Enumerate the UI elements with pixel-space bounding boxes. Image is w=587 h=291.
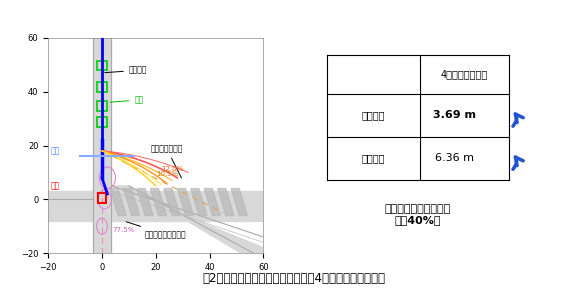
Text: 12.0%: 12.0% [161,166,184,172]
Polygon shape [150,189,167,215]
Bar [48,191,264,221]
Polygon shape [164,189,180,215]
Polygon shape [110,189,126,215]
Text: 77.5%: 77.5% [113,227,135,233]
Polygon shape [177,189,194,215]
Text: 予測軌跡と誤差分布: 予測軌跡と誤差分布 [126,222,187,239]
Polygon shape [137,189,153,215]
Text: 4秒後の予測誤差: 4秒後の予測誤差 [441,70,488,79]
Polygon shape [231,189,247,215]
Bar [93,38,112,253]
Text: 10.5%: 10.5% [156,171,178,177]
Text: 真値: 真値 [51,147,60,156]
Bar [98,193,106,203]
Text: 単純な予測と比較して
誤差40%減: 単純な予測と比較して 誤差40%減 [384,204,451,225]
Polygon shape [191,189,207,215]
Polygon shape [218,189,234,215]
Bar [97,101,107,111]
Bar [97,82,107,92]
Text: 等速運動: 等速運動 [362,153,386,164]
Bar [97,117,107,127]
Text: 3.69 m: 3.69 m [433,110,475,120]
Text: 開発技術: 開発技術 [362,110,386,120]
Text: 車線形状: 車線形状 [104,66,147,75]
Text: 他車: 他車 [110,95,144,104]
Text: 車線の進行確率: 車線の進行確率 [150,144,183,178]
Polygon shape [204,189,220,215]
Polygon shape [123,189,140,215]
Text: 自車: 自車 [51,182,60,191]
Text: 6.36 m: 6.36 m [434,153,474,164]
Polygon shape [112,186,264,267]
Text: 噣2：他車両の将来位置予測結果（4秒先の位置を予測）: 噣2：他車両の将来位置予測結果（4秒先の位置を予測） [202,272,385,285]
Bar [97,61,107,70]
